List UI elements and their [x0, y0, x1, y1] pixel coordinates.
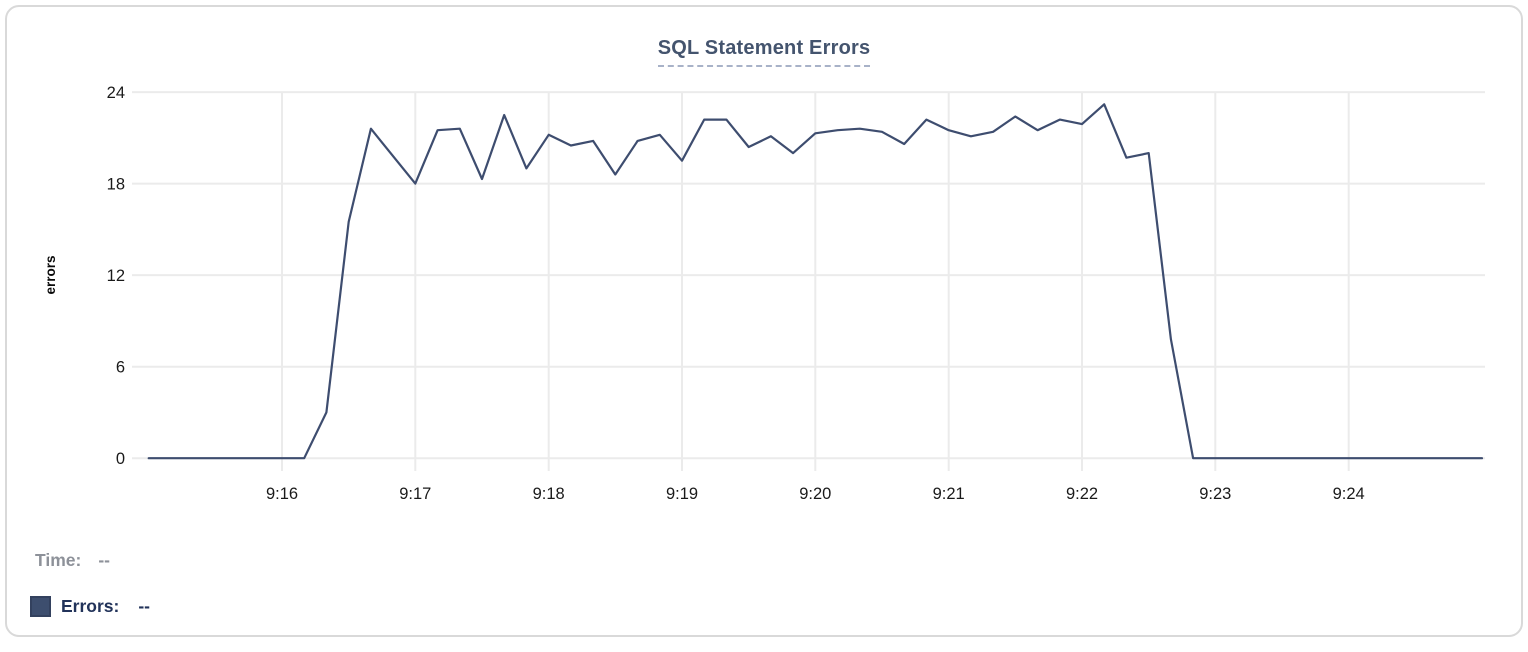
errors-line-chart[interactable]: 0 6 12 18 24 9:16 9:17 9:18 9:19 9:20 9:21 9:22 9:2… — [7, 7, 1528, 527]
y-axis-tick-labels: 0 6 12 18 24 — [107, 84, 125, 468]
x-axis-tick-label: 9:24 — [1333, 485, 1365, 503]
x-axis-tick-label: 9:16 — [266, 485, 298, 503]
x-axis-tick-label: 9:17 — [399, 485, 431, 503]
y-axis-tick-label: 24 — [107, 84, 125, 102]
y-axis-tick-label: 12 — [107, 267, 125, 285]
errors-series-line — [147, 103, 1484, 460]
y-axis-tick-label: 6 — [116, 359, 125, 377]
x-axis-tick-label: 9:18 — [533, 485, 565, 503]
x-axis-tick-label: 9:19 — [666, 485, 698, 503]
x-axis-tick-label: 9:21 — [933, 485, 965, 503]
chart-card: SQL Statement Errors 0 6 12 18 24 9:16 9:17 9:… — [5, 5, 1523, 637]
y-axis-title: errors — [43, 255, 58, 294]
y-axis-tick-label: 0 — [116, 450, 125, 468]
errors-readout-label: Errors: — [61, 596, 120, 616]
x-axis-tick-label: 9:22 — [1066, 485, 1098, 503]
time-readout-label: Time: — [35, 550, 82, 570]
time-readout: Time: -- — [35, 550, 110, 571]
errors-legend-item[interactable]: Errors: -- — [30, 596, 150, 617]
y-axis-tick-label: 18 — [107, 176, 125, 194]
plot-area-hover-target[interactable] — [132, 71, 1492, 471]
chart-title[interactable]: SQL Statement Errors — [657, 37, 871, 67]
chart-title-row: SQL Statement Errors — [7, 37, 1521, 67]
errors-series-swatch[interactable] — [30, 596, 51, 617]
x-axis-tick-labels: 9:16 9:17 9:18 9:19 9:20 9:21 9:22 9:23 9:24 — [266, 485, 1365, 503]
x-axis-tick-label: 9:20 — [799, 485, 831, 503]
vertical-gridlines — [281, 92, 1350, 471]
x-axis-tick-label: 9:23 — [1199, 485, 1231, 503]
time-readout-value: -- — [98, 550, 111, 570]
errors-readout-value: -- — [138, 596, 151, 616]
